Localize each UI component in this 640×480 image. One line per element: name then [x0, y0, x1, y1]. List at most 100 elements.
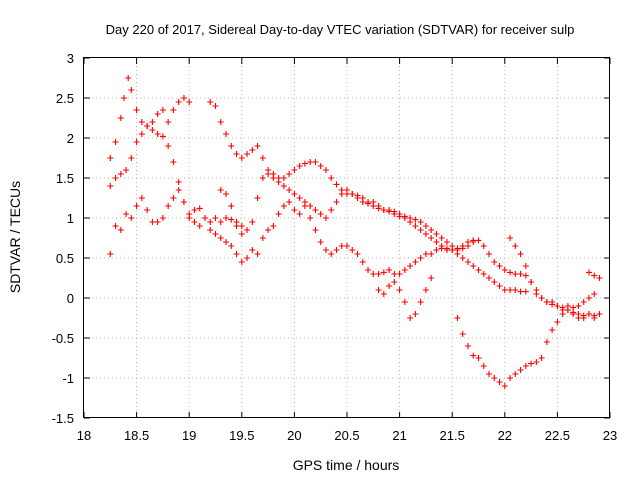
- data-point: [391, 211, 398, 217]
- y-tick-label: 2: [67, 131, 74, 146]
- data-point: [270, 223, 277, 229]
- x-tick-label: 21: [392, 428, 406, 443]
- data-point: [312, 207, 319, 213]
- data-point: [170, 195, 177, 201]
- data-point: [501, 287, 508, 293]
- data-point: [280, 203, 287, 209]
- data-point: [407, 263, 414, 269]
- data-point: [533, 291, 540, 297]
- data-point: [433, 231, 440, 237]
- data-point: [212, 103, 219, 109]
- data-point: [286, 171, 293, 177]
- data-point: [186, 215, 193, 221]
- x-axis-title: GPS time / hours: [293, 457, 400, 473]
- data-point: [375, 287, 382, 293]
- data-point: [412, 223, 419, 229]
- data-point: [207, 99, 214, 105]
- data-point: [165, 119, 172, 125]
- data-point: [470, 263, 477, 269]
- data-point: [401, 267, 408, 273]
- data-point: [486, 371, 493, 377]
- data-point: [233, 151, 240, 157]
- data-point: [491, 279, 498, 285]
- y-tick-label: 3: [67, 51, 74, 66]
- data-point: [301, 203, 308, 209]
- data-point: [270, 175, 277, 181]
- data-point: [312, 159, 319, 165]
- data-point: [396, 213, 403, 220]
- data-point: [533, 359, 540, 365]
- data-point: [138, 131, 145, 137]
- x-tick-label: 18: [77, 428, 91, 443]
- data-point: [480, 271, 487, 277]
- data-point: [528, 279, 535, 285]
- data-point: [422, 251, 429, 257]
- data-point: [107, 155, 114, 161]
- data-point: [470, 352, 477, 359]
- y-axis-title: SDTVAR / TECUs: [7, 181, 23, 293]
- data-point: [512, 271, 519, 277]
- data-point: [322, 167, 329, 173]
- data-point: [412, 259, 419, 265]
- data-point: [149, 219, 156, 225]
- data-point: [365, 200, 372, 207]
- data-point: [428, 227, 435, 233]
- data-point: [212, 215, 219, 221]
- data-point: [580, 315, 587, 321]
- data-point: [464, 259, 471, 265]
- data-point: [401, 299, 408, 305]
- data-point: [491, 259, 498, 265]
- data-point: [117, 115, 124, 121]
- data-point: [301, 160, 308, 167]
- data-point: [133, 107, 140, 113]
- data-point: [123, 167, 130, 173]
- data-point: [433, 239, 440, 245]
- y-tick-label: 1.5: [56, 171, 74, 186]
- data-point: [459, 331, 466, 337]
- data-point: [396, 287, 403, 293]
- data-point: [422, 223, 429, 229]
- data-point: [354, 195, 361, 201]
- data-point: [507, 235, 514, 241]
- data-point: [591, 291, 598, 297]
- data-point: [585, 311, 592, 317]
- data-point: [238, 223, 245, 229]
- data-point: [480, 243, 487, 249]
- data-point: [217, 187, 224, 193]
- data-point: [154, 219, 161, 225]
- data-point: [149, 119, 156, 125]
- data-point: [585, 269, 592, 276]
- data-point: [522, 263, 529, 269]
- data-point: [522, 272, 529, 279]
- data-point: [333, 181, 340, 188]
- data-point: [459, 243, 466, 249]
- data-point: [123, 211, 130, 217]
- data-point: [259, 235, 266, 241]
- data-point: [280, 183, 287, 189]
- data-point: [154, 111, 161, 117]
- data-point: [517, 271, 524, 277]
- data-point: [175, 99, 182, 105]
- data-point: [217, 119, 224, 125]
- data-point: [128, 155, 135, 161]
- data-point: [333, 199, 340, 205]
- data-point: [401, 215, 408, 221]
- data-point: [354, 251, 361, 257]
- data-point: [249, 219, 256, 225]
- data-point: [486, 251, 493, 257]
- data-point: [249, 247, 256, 253]
- data-point: [386, 267, 393, 273]
- data-point: [491, 375, 498, 381]
- data-point: [317, 211, 324, 217]
- data-point: [201, 215, 208, 221]
- data-point: [120, 95, 127, 101]
- data-point: [380, 291, 387, 297]
- data-point: [159, 107, 166, 113]
- data-point: [144, 207, 151, 213]
- data-point: [175, 179, 182, 185]
- data-point: [538, 355, 545, 361]
- data-point: [464, 239, 471, 245]
- data-point: [291, 207, 298, 213]
